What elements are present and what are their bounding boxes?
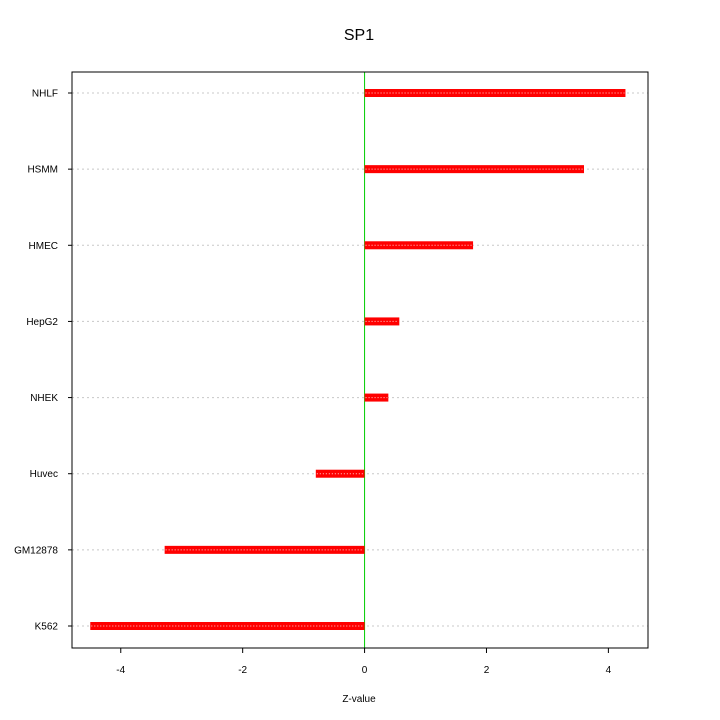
bar bbox=[315, 469, 365, 478]
x-tick-label: 2 bbox=[484, 665, 490, 676]
y-tick-label: HepG2 bbox=[26, 317, 58, 328]
x-tick-label: -2 bbox=[238, 665, 247, 676]
y-tick-label: Huvec bbox=[30, 469, 58, 480]
plot-frame bbox=[71, 71, 649, 649]
y-tick-label: NHEK bbox=[30, 393, 58, 404]
y-tick-label: NHLF bbox=[32, 89, 58, 100]
y-tick-label: K562 bbox=[35, 622, 59, 633]
bar bbox=[164, 545, 365, 554]
bar bbox=[364, 317, 400, 326]
bar bbox=[90, 622, 365, 630]
y-tick-label: HSMM bbox=[27, 165, 58, 176]
x-axis: -4 -2 0 2 4 bbox=[116, 648, 612, 676]
y-tick-label: HMEC bbox=[29, 241, 58, 252]
x-tick-label: 0 bbox=[362, 665, 368, 676]
bar bbox=[364, 241, 474, 250]
y-tick-label: GM12878 bbox=[14, 545, 58, 556]
chart-title: SP1 bbox=[344, 27, 374, 44]
x-tick-label: 4 bbox=[606, 665, 612, 676]
bars bbox=[90, 89, 626, 630]
x-tick-label: -4 bbox=[116, 665, 125, 676]
x-axis-label: Z-value bbox=[342, 694, 376, 705]
bar bbox=[364, 393, 389, 402]
y-axis: NHLF HSMM HMEC HepG2 NHEK Huvec GM12878 K562 bbox=[14, 89, 72, 633]
